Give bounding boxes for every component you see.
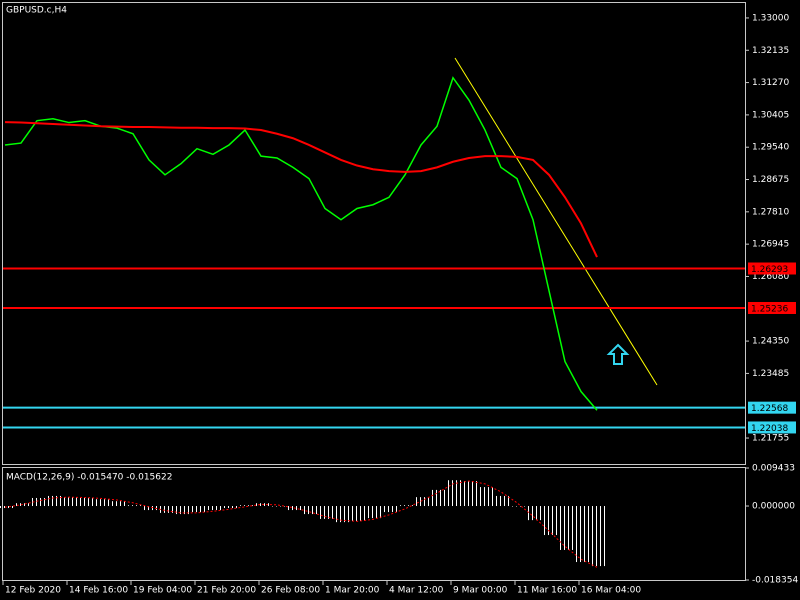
macd-histogram-bar (189, 506, 205, 513)
macd-histogram-bar (237, 505, 253, 507)
macd-histogram-bar (333, 506, 349, 523)
x-tick-label: 26 Feb 08:00 (261, 586, 320, 596)
macd-histogram-bar (61, 497, 77, 507)
y-tick-label: 1.24350 (752, 337, 789, 347)
chart-title: GBPUSD.c,H4 (6, 6, 67, 16)
macd-histogram-bar (301, 506, 317, 515)
y-tick-label: 1.21755 (752, 434, 789, 444)
macd-histogram-bar (221, 506, 237, 509)
macd-title: MACD(12,26,9) -0.015470 -0.015622 (6, 473, 172, 483)
macd-histogram-bar (557, 506, 573, 550)
macd-histogram-bar (573, 506, 589, 563)
y-tick-label: 1.27810 (752, 207, 789, 217)
macd-histogram-bar (461, 481, 477, 507)
macd-histogram-bar (77, 497, 93, 507)
buy-arrow (606, 343, 630, 365)
moving-average (4, 121, 598, 258)
x-tick-label: 9 Mar 00:00 (453, 586, 508, 596)
macd-histogram-bar (477, 487, 493, 507)
level-label: 1.25236 (751, 304, 788, 314)
macd-histogram-bar (157, 506, 173, 513)
macd-histogram-bar (109, 501, 125, 507)
macd-histogram-bar (205, 506, 221, 511)
level-label-box (748, 401, 796, 414)
level-label: 1.26293 (751, 265, 788, 275)
macd-panel-frame (2, 467, 746, 581)
x-tick-label: 4 Mar 12:00 (389, 586, 444, 596)
x-tick-label: 1 Mar 20:00 (325, 586, 380, 596)
macd-signal-line (4, 480, 598, 568)
macd-histogram-bar (365, 506, 381, 519)
macd-histogram-bar (285, 506, 301, 511)
y-tick-label: 1.32135 (752, 46, 789, 56)
macd-histogram-bar (525, 506, 541, 521)
x-tick-label: 11 Mar 16:00 (517, 586, 577, 596)
macd-histogram-bar (509, 506, 525, 507)
macd-histogram-bar (253, 503, 269, 507)
x-tick-label: 14 Feb 16:00 (69, 586, 128, 596)
level-label: 1.22038 (751, 424, 788, 434)
y-tick-label: 1.29540 (752, 143, 789, 153)
macd-histogram-bar (589, 506, 605, 567)
level-label-box (748, 262, 796, 275)
macd-histogram-bar (125, 505, 141, 507)
y-tick-label: 0.000000 (752, 502, 795, 512)
y-tick-label: 1.23485 (752, 369, 789, 379)
x-tick-label: 21 Feb 20:00 (197, 586, 256, 596)
macd-histogram-bar (381, 506, 397, 513)
level-label: 1.22568 (751, 404, 788, 414)
y-tick-label: 1.26945 (752, 240, 789, 250)
macd-histogram-bar (141, 506, 157, 511)
level-label-box (748, 301, 796, 314)
x-tick-label: 12 Feb 2020 (5, 586, 61, 596)
macd-histogram-bar (445, 480, 461, 507)
y-tick-label: 1.30405 (752, 110, 789, 120)
y-tick-label: 1.26080 (752, 272, 789, 282)
x-tick-label: 16 Mar 04:00 (581, 586, 641, 596)
trend-line (454, 57, 658, 386)
macd-histogram-bar (349, 506, 365, 521)
y-tick-label: -0.018354 (752, 576, 798, 586)
y-tick-label: 0.009433 (752, 464, 795, 474)
macd-histogram-bar (269, 506, 285, 507)
macd-histogram-bar (29, 497, 45, 507)
macd-histogram-bar (93, 499, 109, 507)
macd-histogram-bar (429, 489, 445, 507)
macd-histogram-bar (397, 505, 413, 507)
macd-histogram-bar (493, 495, 509, 507)
y-tick-label: 1.33000 (752, 13, 789, 23)
y-tick-label: 1.31270 (752, 78, 789, 88)
macd-histogram-bar (173, 506, 189, 515)
y-tick-label: 1.28675 (752, 175, 789, 185)
x-tick-label: 19 Feb 04:00 (133, 586, 192, 596)
price-panel-frame (2, 2, 746, 465)
macd-histogram-bar (45, 495, 61, 507)
level-label-box (748, 421, 796, 434)
